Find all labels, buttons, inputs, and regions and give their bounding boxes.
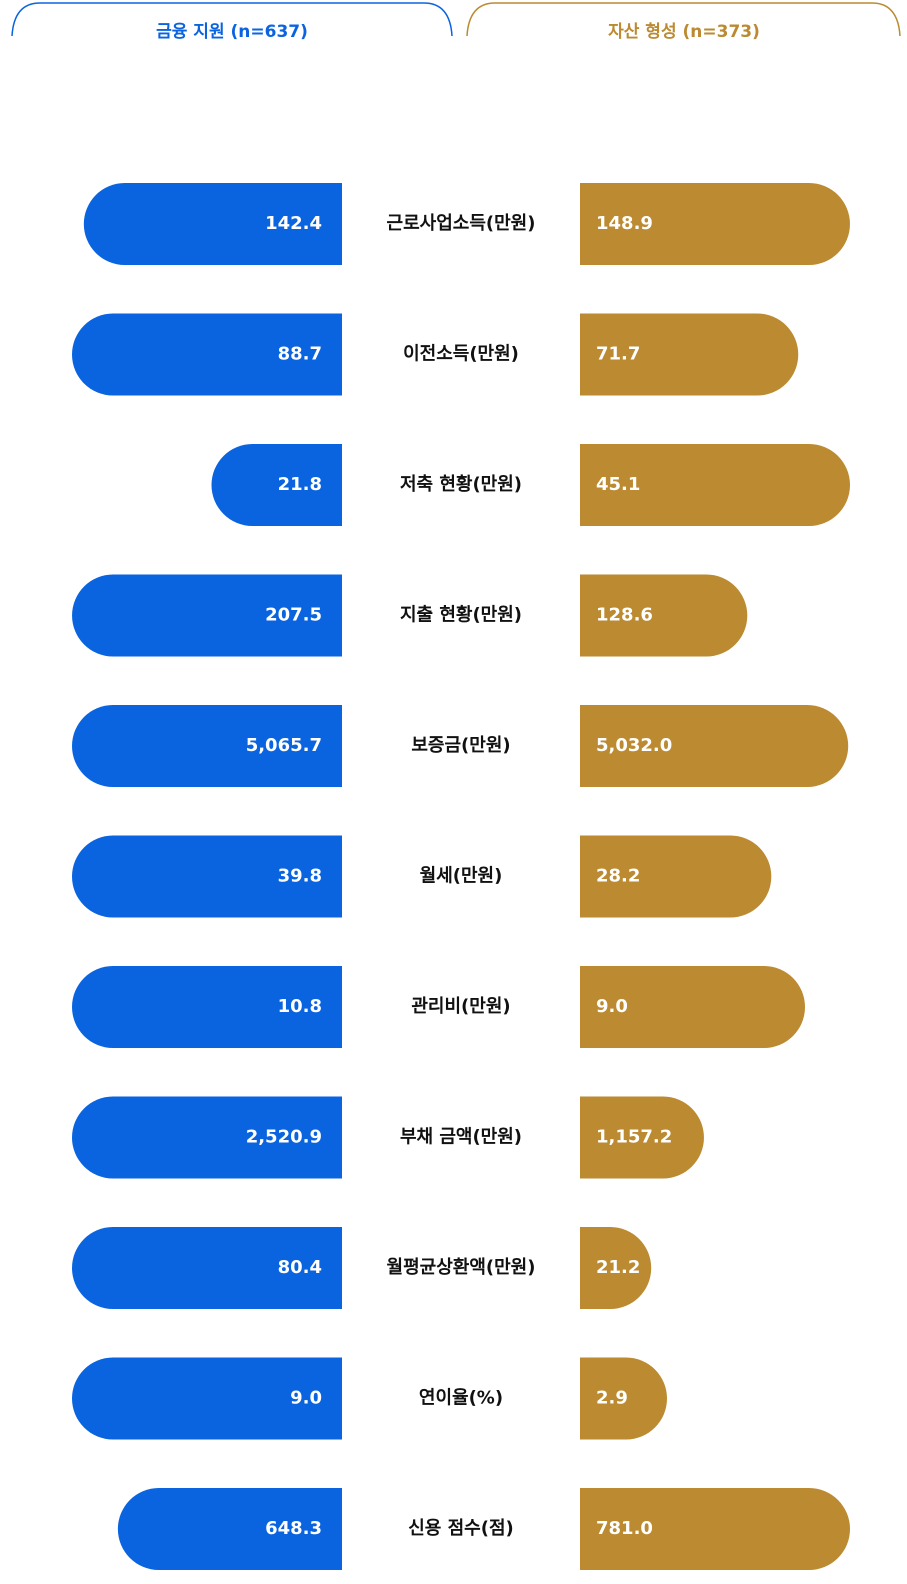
bar	[580, 1096, 704, 1179]
bar	[580, 1488, 850, 1570]
value-label: 781.0	[596, 1518, 653, 1539]
value-label: 1,157.2	[596, 1127, 672, 1148]
bar	[72, 1096, 342, 1179]
value-label: 5,032.0	[596, 735, 672, 756]
value-label: 648.3	[265, 1518, 322, 1539]
category-label: 지출 현황(만원)	[400, 605, 522, 626]
bar	[580, 966, 805, 1048]
tab-right	[466, 2, 901, 37]
value-label: 45.1	[596, 474, 640, 495]
value-label: 80.4	[278, 1257, 322, 1278]
value-label: 142.4	[265, 213, 322, 234]
bar	[580, 444, 850, 526]
legend-right: 자산 형성 (n=373)	[608, 21, 760, 42]
category-label: 보증금(만원)	[411, 735, 510, 756]
bar	[580, 1227, 652, 1309]
category-label: 신용 점수(점)	[408, 1518, 514, 1539]
legend-left: 금융 지원 (n=637)	[156, 22, 308, 42]
bar	[72, 1227, 342, 1309]
value-label: 9.0	[290, 1388, 322, 1409]
bar	[580, 313, 799, 396]
category-label: 부채 금액(만원)	[400, 1127, 522, 1148]
bar	[72, 313, 342, 396]
category-label: 월세(만원)	[420, 866, 503, 887]
bar	[580, 183, 850, 265]
bar	[580, 1357, 667, 1440]
bar	[72, 705, 342, 787]
value-label: 71.7	[596, 344, 640, 365]
value-label: 88.7	[278, 344, 322, 365]
category-label: 관리비(만원)	[411, 996, 510, 1017]
bar	[72, 1357, 342, 1440]
value-label: 207.5	[265, 605, 322, 626]
tab-left	[11, 2, 453, 37]
bar	[580, 705, 849, 787]
bar	[72, 966, 342, 1048]
value-label: 21.8	[278, 474, 322, 495]
value-label: 28.2	[596, 866, 640, 887]
bar	[72, 835, 342, 918]
value-label: 2.9	[596, 1388, 628, 1409]
category-label: 연이율(%)	[419, 1388, 503, 1409]
category-label: 월평균상환액(만원)	[387, 1256, 536, 1278]
value-label: 9.0	[596, 996, 628, 1017]
value-label: 128.6	[596, 605, 653, 626]
value-label: 2,520.9	[246, 1127, 322, 1148]
value-label: 5,065.7	[246, 735, 322, 756]
bar	[580, 835, 772, 918]
value-label: 148.9	[596, 213, 653, 234]
value-label: 39.8	[278, 866, 322, 887]
category-label: 이전소득(만원)	[403, 344, 519, 365]
category-label: 근로사업소득(만원)	[387, 213, 536, 234]
value-label: 10.8	[278, 996, 322, 1017]
bar	[580, 574, 748, 657]
bar	[117, 1488, 342, 1570]
bar	[211, 444, 342, 526]
bar	[72, 574, 342, 657]
category-label: 저축 현황(만원)	[400, 474, 522, 495]
value-label: 21.2	[596, 1257, 640, 1278]
bar	[83, 183, 342, 265]
